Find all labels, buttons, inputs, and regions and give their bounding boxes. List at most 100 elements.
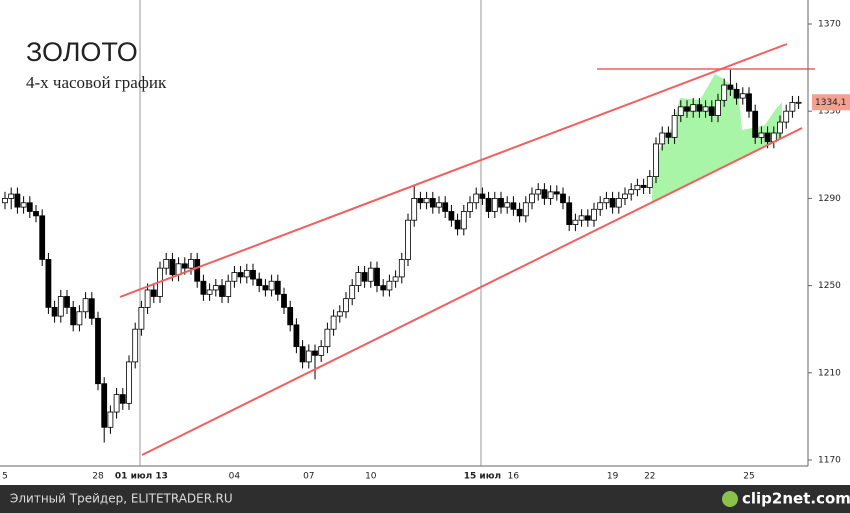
x-tick-label: 15 июл xyxy=(464,472,501,482)
candle-body xyxy=(231,272,238,282)
x-tick-label: 16 xyxy=(508,472,520,482)
candle-body xyxy=(119,394,126,404)
candle-body xyxy=(64,296,70,308)
y-tick-label: 1250 xyxy=(818,281,841,291)
candle-body xyxy=(448,211,455,221)
candle-body xyxy=(243,269,250,278)
candle-body xyxy=(336,311,343,317)
background xyxy=(0,0,850,485)
candle-body xyxy=(436,202,442,208)
y-tick-label: 1210 xyxy=(818,368,841,378)
x-tick-label: 01 июл 13 xyxy=(115,472,168,482)
x-tick-label: 22 xyxy=(644,472,655,482)
candle-body xyxy=(26,202,33,212)
candle-body xyxy=(510,202,517,210)
candle-body xyxy=(609,197,616,208)
candle-body xyxy=(76,311,83,326)
candle-body xyxy=(702,106,709,112)
candle-body xyxy=(460,211,467,230)
candle-body xyxy=(783,110,790,123)
candle-body xyxy=(572,219,579,225)
candle-body xyxy=(126,361,132,404)
candle-body xyxy=(535,189,542,195)
candle-body xyxy=(566,202,573,225)
candle-body xyxy=(752,110,759,138)
candle-body xyxy=(591,208,597,221)
candle-body xyxy=(200,280,207,295)
candle-body xyxy=(39,215,46,260)
candle-body xyxy=(578,215,585,221)
candle-body xyxy=(138,306,145,330)
candle-body xyxy=(51,306,58,317)
candle-body xyxy=(659,132,666,145)
candle-body xyxy=(597,202,604,210)
candle-body xyxy=(684,106,690,112)
candle-body xyxy=(144,289,151,308)
candle-body xyxy=(250,269,256,280)
candle-body xyxy=(355,272,362,286)
candle-body xyxy=(20,202,27,208)
candle-body xyxy=(107,411,114,428)
candle-body xyxy=(82,298,89,313)
candle-body xyxy=(479,193,486,199)
candle-body xyxy=(299,346,306,363)
candle-body xyxy=(622,193,628,199)
candle-body xyxy=(398,259,405,278)
candle-body xyxy=(318,346,325,356)
x-tick-label: 28 xyxy=(92,472,104,482)
candle-body xyxy=(361,272,368,282)
candle-body xyxy=(206,289,213,295)
candle-body xyxy=(442,202,449,212)
candle-body xyxy=(634,184,641,191)
candle-body xyxy=(764,132,771,143)
footer xyxy=(0,485,850,513)
candle-body xyxy=(560,193,566,204)
candle-body xyxy=(392,276,399,282)
footer-source: Элитный Трейдер, ELITETRADER.RU xyxy=(10,492,233,506)
chart-subtitle: 4-х часовой график xyxy=(26,73,167,92)
candle-body xyxy=(287,306,294,326)
candle-body xyxy=(312,350,318,356)
candle-body xyxy=(677,106,684,116)
candle-body xyxy=(262,285,269,291)
candle-body xyxy=(405,219,411,260)
candle-body xyxy=(8,193,15,199)
candle-body xyxy=(708,106,715,116)
candle-body xyxy=(758,132,765,138)
candle-body xyxy=(746,93,752,112)
candle-body xyxy=(274,280,281,295)
candle-body xyxy=(225,280,232,297)
candle-body xyxy=(653,143,659,177)
candle-body xyxy=(349,285,356,300)
candle-body xyxy=(268,280,275,291)
candle-body xyxy=(374,267,380,287)
candle-body xyxy=(380,285,387,291)
candle-body xyxy=(646,176,653,188)
candle-body xyxy=(188,259,194,269)
candle-body xyxy=(163,259,170,269)
last-price-box xyxy=(812,94,850,111)
candle-body xyxy=(584,215,591,221)
candle-body xyxy=(715,99,721,116)
candle-body xyxy=(777,121,783,134)
candle-body xyxy=(417,197,424,204)
candle-body xyxy=(324,328,331,348)
footer-watermark: clip2net.com xyxy=(742,490,850,508)
candle-body xyxy=(727,84,734,90)
candle-body xyxy=(132,328,139,363)
candle-body xyxy=(113,394,120,413)
candle-body xyxy=(429,197,436,208)
candle-body xyxy=(411,197,418,221)
candle-body xyxy=(423,197,430,204)
candle-body xyxy=(95,317,101,385)
candle-body xyxy=(789,102,796,112)
trend-line xyxy=(119,43,788,298)
candle-body xyxy=(491,197,498,212)
candle-body xyxy=(367,267,374,282)
candle-body xyxy=(150,289,157,297)
y-tick-label: 1370 xyxy=(818,20,841,30)
candle-body xyxy=(671,115,678,138)
candle-body xyxy=(330,315,337,330)
chart-title: ЗОЛОТО xyxy=(26,37,138,67)
candle-body xyxy=(690,104,697,112)
